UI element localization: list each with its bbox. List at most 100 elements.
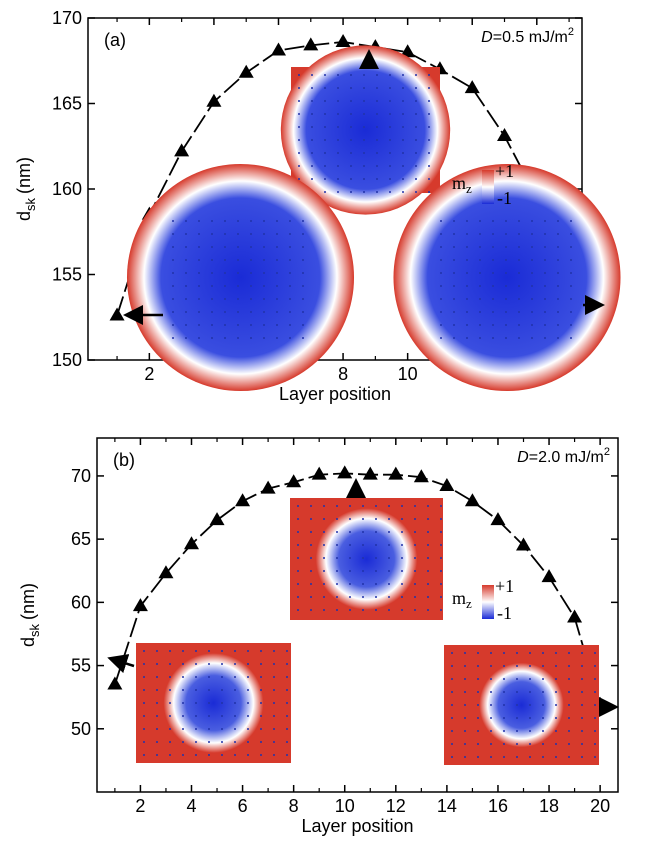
inset-dot [479, 337, 481, 339]
inset-dot [542, 743, 544, 745]
inset-dot [276, 324, 278, 326]
inset-dot [198, 298, 200, 300]
inset-dot [492, 220, 494, 222]
inset-dot [402, 74, 404, 76]
inset-dot [414, 583, 416, 585]
inset-dot [336, 583, 338, 585]
inset-dot [531, 246, 533, 248]
inset-dot [182, 650, 184, 652]
inset-dot [350, 178, 352, 180]
inset-dot [324, 178, 326, 180]
inset-dot [402, 113, 404, 115]
inset-dot [143, 663, 145, 665]
inset-dot [286, 702, 288, 704]
x-tick-label: 20 [590, 796, 610, 816]
inset-dot [250, 324, 252, 326]
x-axis-label: Layer position [279, 384, 391, 404]
inset-dot [490, 665, 492, 667]
inset-dot [362, 518, 364, 520]
inset-dot [479, 220, 481, 222]
inset-dot [428, 126, 430, 128]
inset-dot [221, 728, 223, 730]
inset-dot [349, 609, 351, 611]
data-marker [542, 569, 557, 582]
inset-dot [557, 285, 559, 287]
data-marker [490, 512, 505, 525]
inset-dot [250, 285, 252, 287]
inset-dot [143, 728, 145, 730]
inset-dot [414, 544, 416, 546]
data-marker [184, 536, 199, 549]
inset-dot [221, 741, 223, 743]
inset-dot [388, 518, 390, 520]
inset-dot [289, 220, 291, 222]
inset-dot [453, 337, 455, 339]
inset-dot [492, 285, 494, 287]
inset-dot [250, 233, 252, 235]
y-axis-label: dsk(nm) [14, 157, 38, 221]
data-marker [497, 128, 512, 141]
inset-dot [247, 650, 249, 652]
inset-dot [298, 139, 300, 141]
inset-dot [310, 518, 312, 520]
inset-dot [237, 337, 239, 339]
inset-dot [464, 678, 466, 680]
inset-dot [427, 544, 429, 546]
inset-dot [310, 570, 312, 572]
inset-dot [263, 220, 265, 222]
inset-dot [376, 139, 378, 141]
inset-dot [492, 298, 494, 300]
inset-dot [531, 285, 533, 287]
inset-dot [172, 246, 174, 248]
inset-dot [250, 220, 252, 222]
inset-dot [349, 583, 351, 585]
inset-dot [224, 259, 226, 261]
inset-dot [581, 743, 583, 745]
inset-dot [349, 557, 351, 559]
inset-dot [310, 583, 312, 585]
inset-dot [297, 505, 299, 507]
inset-dot [428, 139, 430, 141]
inset-dot [451, 756, 453, 758]
inset-dot [451, 678, 453, 680]
inset-dot [172, 337, 174, 339]
inset-dot [311, 126, 313, 128]
inset-dot [503, 743, 505, 745]
y-tick-label: 160 [52, 179, 82, 199]
inset-dot [503, 756, 505, 758]
inset-dot [302, 220, 304, 222]
inset-dot [323, 557, 325, 559]
inset-dot [363, 139, 365, 141]
inset-dot [182, 715, 184, 717]
figure: 1501551601651702468101214Layer positiond… [0, 0, 652, 844]
inset-dot [415, 113, 417, 115]
inset-dot [544, 246, 546, 248]
inset-dot [581, 665, 583, 667]
x-tick-label: 8 [338, 364, 348, 384]
inset-dot [169, 754, 171, 756]
colorbar-max: +1 [495, 161, 514, 181]
inset-dot [143, 715, 145, 717]
inset-dot [224, 272, 226, 274]
inset-dot [428, 113, 430, 115]
inset-dot [466, 259, 468, 261]
inset-dot [143, 650, 145, 652]
inset-dot [143, 676, 145, 678]
inset-dot [376, 165, 378, 167]
inset-dot [414, 518, 416, 520]
inset-dot [198, 285, 200, 287]
inset-dot [311, 100, 313, 102]
colorbar [482, 585, 494, 619]
inset-dot [516, 717, 518, 719]
inset-dot [310, 609, 312, 611]
inset-dot [477, 652, 479, 654]
inset-dot [234, 754, 236, 756]
inset-dot [427, 596, 429, 598]
inset-dot [464, 665, 466, 667]
inset-dot [324, 87, 326, 89]
inset-dot [479, 233, 481, 235]
inset-dot [298, 126, 300, 128]
inset-dot [414, 505, 416, 507]
annotation-symbol: D [481, 29, 493, 46]
inset-dot [453, 324, 455, 326]
